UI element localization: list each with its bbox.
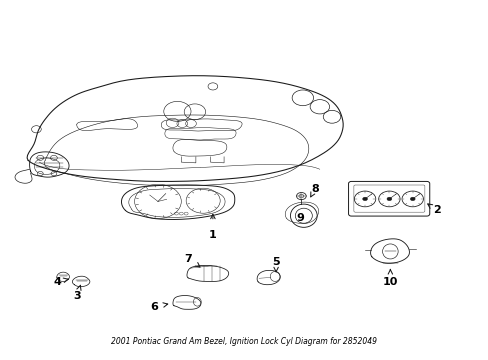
Text: 4: 4 (53, 277, 61, 287)
FancyBboxPatch shape (348, 181, 429, 216)
Text: 5: 5 (272, 257, 279, 267)
Text: 8: 8 (310, 184, 318, 194)
Circle shape (386, 197, 391, 201)
Text: 7: 7 (184, 253, 192, 264)
Text: 6: 6 (150, 302, 158, 312)
Text: 2: 2 (432, 205, 440, 215)
Text: 10: 10 (382, 277, 397, 287)
Text: 2001 Pontiac Grand Am Bezel, Ignition Lock Cyl Diagram for 2852049: 2001 Pontiac Grand Am Bezel, Ignition Lo… (111, 337, 377, 346)
Circle shape (362, 197, 367, 201)
Text: 1: 1 (208, 230, 216, 240)
Text: 3: 3 (73, 291, 81, 301)
Circle shape (409, 197, 414, 201)
Text: 9: 9 (296, 212, 304, 222)
